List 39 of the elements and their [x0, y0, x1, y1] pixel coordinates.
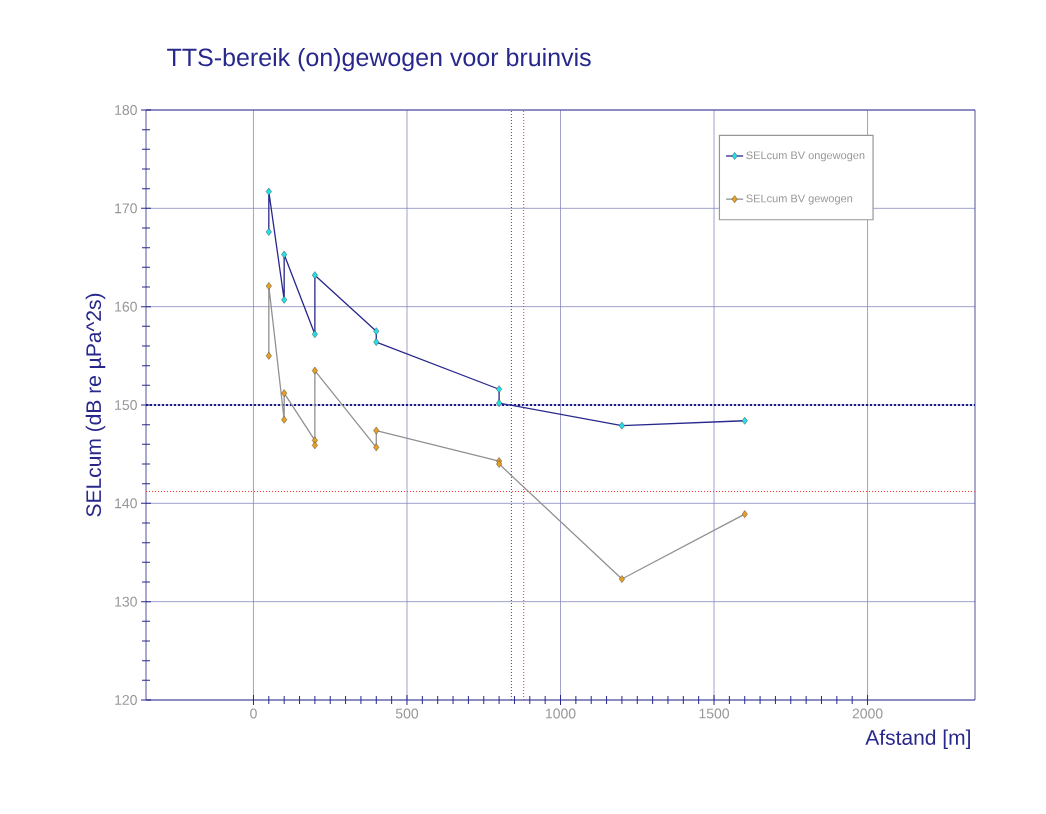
- point: [373, 443, 380, 452]
- point: [265, 228, 272, 236]
- x-axis-title: Afstand [m]: [865, 729, 970, 750]
- y-tick-label: 160: [115, 301, 137, 312]
- point: [373, 327, 380, 336]
- point: [496, 399, 503, 407]
- point: [311, 441, 318, 450]
- point: [265, 187, 272, 196]
- point: [618, 575, 625, 583]
- y-tick-label: 170: [115, 203, 137, 214]
- point: [741, 510, 748, 518]
- point: [281, 389, 288, 398]
- y-tick-label: 130: [115, 596, 137, 607]
- point: [618, 421, 625, 430]
- point: [311, 271, 318, 280]
- y-axis-title: SELcum (dB re µPa^2s): [85, 293, 106, 517]
- x-tick-label: 2000: [852, 708, 883, 719]
- legend-label: SELcum BV gewogen: [746, 194, 853, 205]
- point: [311, 330, 318, 339]
- point: [265, 351, 272, 360]
- x-tick-label: 0: [250, 708, 257, 719]
- point: [265, 282, 272, 290]
- point: [373, 426, 380, 435]
- x-tick-label: 1500: [699, 708, 730, 719]
- point: [281, 250, 288, 259]
- y-tick-label: 120: [115, 695, 137, 705]
- y-tick-label: 140: [115, 498, 137, 509]
- chart-title: TTS-bereik (on)gewogen voor bruinvis: [167, 47, 591, 72]
- point: [281, 415, 288, 424]
- point: [741, 416, 748, 425]
- x-tick-label: 1000: [546, 708, 576, 719]
- y-tick-label: 180: [115, 105, 137, 115]
- point: [281, 295, 288, 304]
- legend-label: SELcum BV ongewogen: [746, 151, 865, 162]
- point: [311, 366, 318, 375]
- x-tick-label: 500: [395, 708, 419, 719]
- y-tick-label: 150: [115, 400, 137, 410]
- point: [496, 385, 503, 394]
- point: [373, 338, 380, 346]
